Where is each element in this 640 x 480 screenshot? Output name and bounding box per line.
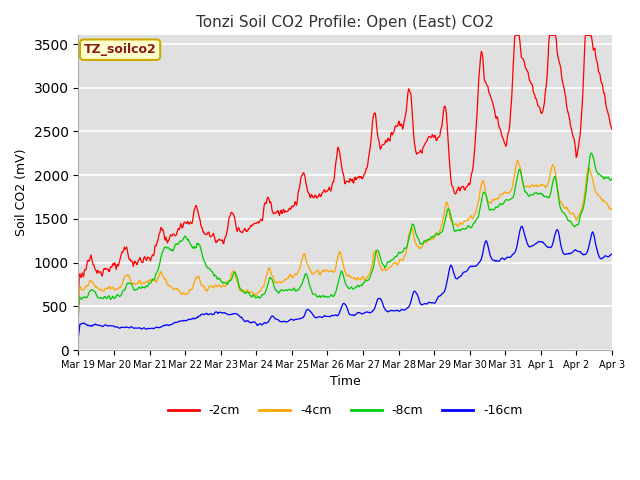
-8cm	[274, 289, 282, 295]
-8cm	[296, 286, 303, 291]
-16cm	[422, 301, 429, 307]
Line: -8cm: -8cm	[79, 143, 640, 315]
Legend: -2cm, -4cm, -8cm, -16cm: -2cm, -4cm, -8cm, -16cm	[163, 399, 528, 422]
Text: TZ_soilco2: TZ_soilco2	[84, 43, 157, 56]
-2cm	[274, 208, 282, 214]
-4cm	[141, 279, 149, 285]
-2cm	[511, 33, 519, 38]
-8cm	[454, 228, 461, 233]
-16cm	[274, 317, 282, 323]
-4cm	[422, 240, 429, 246]
Y-axis label: Soil CO2 (mV): Soil CO2 (mV)	[15, 149, 28, 237]
-4cm	[274, 280, 282, 286]
-4cm	[514, 158, 522, 164]
-16cm	[75, 334, 83, 340]
Title: Tonzi Soil CO2 Profile: Open (East) CO2: Tonzi Soil CO2 Profile: Open (East) CO2	[196, 15, 494, 30]
Line: -4cm: -4cm	[79, 161, 640, 312]
-16cm	[625, 207, 632, 213]
-8cm	[623, 140, 630, 145]
-8cm	[75, 312, 83, 318]
-16cm	[454, 276, 461, 281]
-2cm	[75, 312, 83, 317]
-8cm	[246, 292, 253, 298]
-4cm	[454, 224, 461, 229]
X-axis label: Time: Time	[330, 375, 360, 388]
-2cm	[246, 225, 253, 230]
Line: -16cm: -16cm	[79, 210, 640, 337]
-8cm	[422, 238, 429, 244]
Line: -2cm: -2cm	[79, 36, 640, 314]
-16cm	[246, 320, 253, 325]
-16cm	[141, 326, 149, 332]
-2cm	[296, 185, 303, 191]
-4cm	[246, 290, 253, 296]
-2cm	[454, 187, 461, 192]
-2cm	[422, 140, 429, 145]
-8cm	[141, 284, 149, 290]
-4cm	[296, 266, 303, 272]
-2cm	[141, 255, 149, 261]
-4cm	[75, 309, 83, 314]
-16cm	[296, 316, 303, 322]
